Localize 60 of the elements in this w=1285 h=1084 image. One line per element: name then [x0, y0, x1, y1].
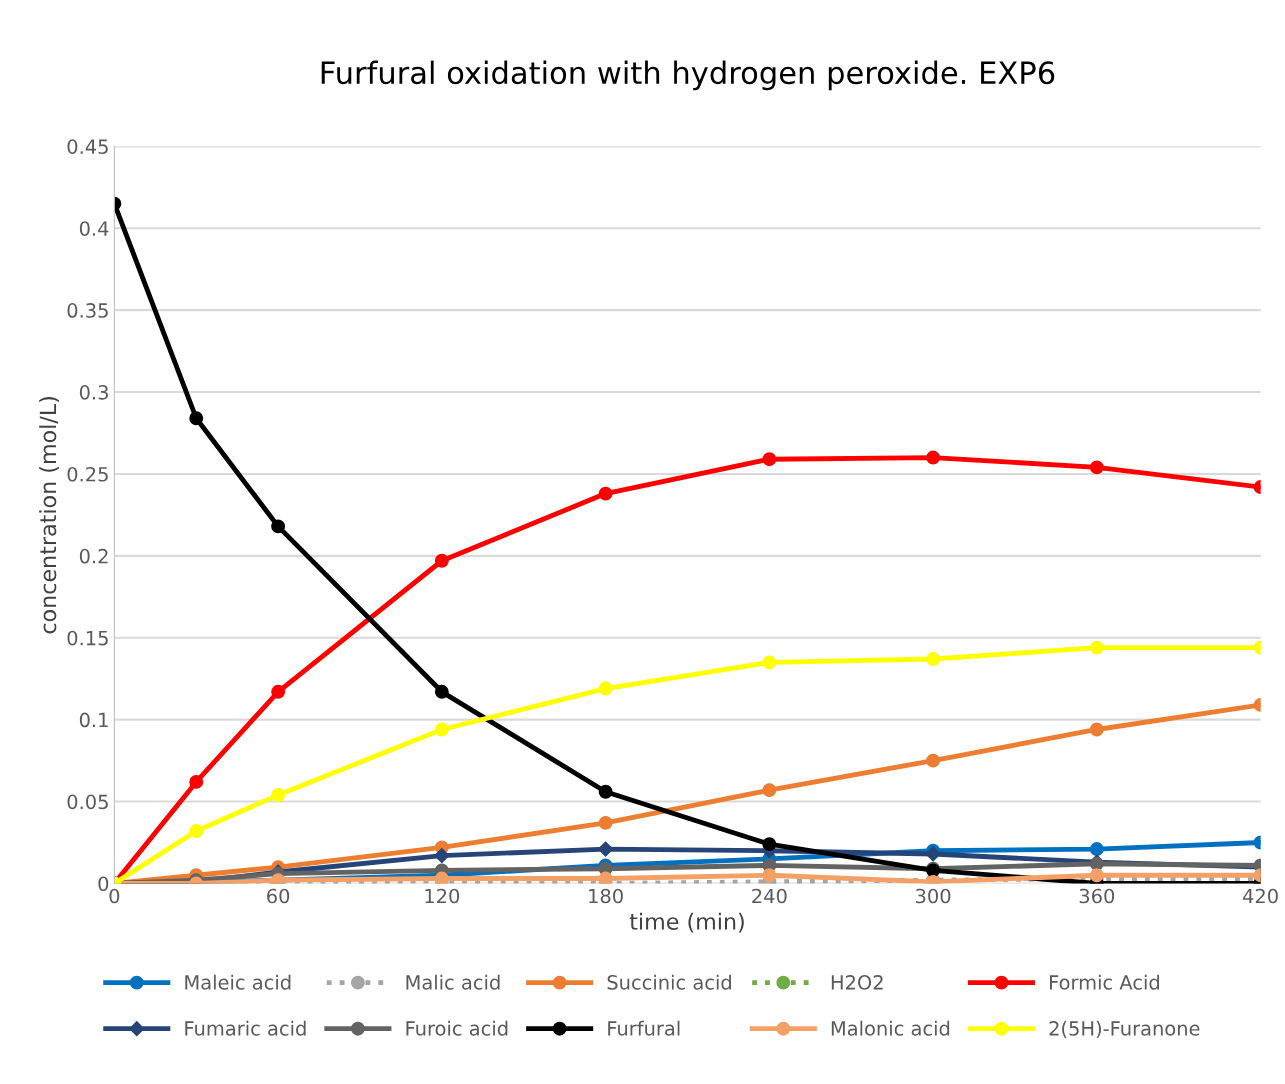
point: [434, 684, 449, 699]
y-axis-title: concentration (mol/L): [39, 397, 59, 634]
y-tick-label: 0: [98, 876, 109, 892]
y-tick-label: 0.2: [79, 548, 108, 564]
point: [762, 452, 777, 467]
point: [598, 681, 613, 696]
point: [762, 783, 777, 798]
y-tick-label: 0.3: [79, 385, 108, 400]
y-tick-label: 0.1: [79, 712, 108, 728]
y-tick-label: 0.15: [67, 630, 108, 646]
point: [1089, 460, 1104, 475]
point: [1089, 640, 1104, 655]
point: [1089, 722, 1104, 737]
point: [1089, 842, 1104, 857]
chart-title: Furfural oxidation with hydrogen peroxide. EXP6: [321, 60, 1055, 91]
x-tick-label: 120: [425, 888, 460, 904]
point: [271, 788, 286, 802]
point: [925, 846, 941, 862]
legend-label: Fumaric acid: [185, 1020, 306, 1036]
point: [598, 841, 614, 857]
point: [271, 519, 286, 534]
point: [926, 753, 941, 768]
y-tick-label: 0.45: [67, 139, 108, 154]
legend-label: H2O2: [831, 975, 883, 990]
x-tick-label: 0: [109, 888, 120, 904]
point: [598, 871, 613, 884]
y-tick-label: 0.25: [67, 466, 108, 482]
legend-label: 2(5H)-Furanone: [1049, 1020, 1200, 1039]
point: [598, 815, 613, 830]
x-tick-label: 420: [1242, 888, 1278, 904]
legend-label: Furoic acid: [406, 1020, 508, 1036]
legend-label: Malic acid: [406, 974, 500, 990]
legend-label: Maleic acid: [185, 974, 291, 990]
point: [189, 824, 204, 838]
y-tick-label: 0.35: [67, 303, 108, 318]
legend-label: Succinic acid: [607, 974, 731, 990]
point: [434, 722, 449, 737]
x-tick-label: 240: [752, 888, 787, 904]
point: [762, 655, 777, 670]
point: [189, 774, 204, 789]
point: [434, 848, 450, 864]
x-tick-label: 180: [589, 888, 623, 904]
point: [189, 411, 204, 426]
point: [762, 837, 777, 852]
point: [271, 684, 286, 699]
x-tick-label: 300: [916, 888, 951, 904]
x-axis-title: time (min): [629, 912, 744, 933]
x-tick-label: 60: [267, 888, 290, 904]
point: [762, 868, 777, 883]
y-tick-label: 0.4: [79, 221, 109, 236]
point: [926, 450, 941, 465]
point: [434, 553, 449, 568]
legend-label: Furfural: [608, 1020, 680, 1036]
point: [598, 486, 613, 501]
point: [926, 652, 941, 666]
legend-label: Formic Acid: [1050, 974, 1159, 990]
legend-label: Malonic acid: [831, 1020, 950, 1036]
x-tick-label: 360: [1079, 888, 1115, 904]
point: [598, 784, 613, 799]
y-tick-label: 0.05: [67, 794, 108, 810]
